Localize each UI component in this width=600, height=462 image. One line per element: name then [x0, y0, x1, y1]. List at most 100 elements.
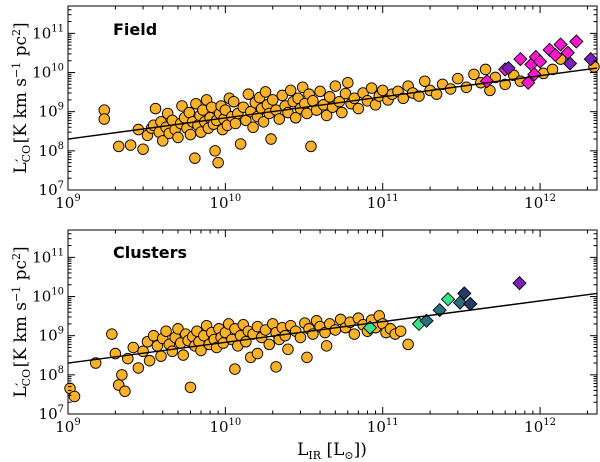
y-tick-label: 1011 [32, 247, 64, 266]
data-layer-field [67, 34, 600, 169]
data-point-circle [479, 63, 492, 76]
data-point-circle [348, 328, 361, 340]
fit-line [67, 67, 598, 140]
data-point-circle [160, 325, 172, 337]
y-axis-label-field: LCO′ [K km s−1 pc2] [10, 22, 33, 173]
data-point-circle [166, 345, 179, 358]
data-point-circle [143, 354, 156, 367]
data-point-circle [419, 75, 431, 87]
data-point-circle [119, 385, 131, 398]
y-axis-label-clusters: LCO′ [K km s−1 pc2] [10, 246, 33, 397]
plot-frame-clusters [67, 229, 598, 415]
data-point-circle [452, 72, 464, 85]
data-point-circle [212, 156, 224, 169]
data-point-circle [352, 102, 365, 115]
data-point-diamond [583, 51, 598, 67]
data-point-circle [329, 324, 342, 336]
data-point-circle [468, 68, 480, 81]
data-point-circle [460, 81, 473, 94]
data-point-circle [394, 325, 407, 337]
x-axis-label: LIR [L⊙]) [297, 440, 367, 462]
panel-title-field: Field [113, 20, 157, 39]
data-point-diamond [548, 47, 563, 63]
data-point-diamond [501, 60, 516, 76]
x-tick-label: 1011 [367, 193, 399, 212]
data-point-circle [413, 90, 425, 102]
data-point-circle [365, 82, 378, 94]
data-point-diamond [512, 275, 527, 291]
data-point-circle [106, 328, 118, 340]
data-point-circle [156, 135, 169, 147]
data-point-circle [112, 140, 125, 153]
data-point-circle [229, 363, 241, 375]
data-point-circle [294, 331, 307, 344]
x-tick-label: 1011 [367, 417, 399, 436]
data-point-circle [189, 152, 201, 164]
x-tick-label: 1010 [209, 193, 241, 212]
data-point-circle [320, 109, 333, 122]
y-tick-label: 1011 [32, 23, 64, 42]
data-point-diamond [479, 74, 495, 89]
data-point-circle [124, 139, 137, 151]
data-point-diamond [463, 296, 478, 311]
data-point-circle [402, 338, 414, 351]
panel-clusters: Clusters LCO′ [K km s−1 pc2] 109 1010 1011… [10, 229, 598, 436]
data-point-circle [177, 349, 189, 361]
data-point-circle [209, 145, 221, 157]
data-point-circle [229, 117, 242, 130]
data-point-circle [282, 343, 294, 356]
data-point-diamond [521, 75, 536, 90]
panel-title-clusters: Clusters [113, 243, 187, 262]
data-point-circle [279, 329, 291, 342]
data-point-circle [301, 351, 313, 364]
data-point-diamond [569, 34, 584, 49]
data-point-diamond [562, 56, 578, 71]
plot-frame-field [67, 5, 598, 191]
data-point-circle [284, 84, 297, 97]
data-point-circle [172, 131, 184, 144]
data-point-circle [234, 138, 247, 150]
data-point-circle [266, 94, 279, 106]
data-point-circle [270, 361, 282, 373]
fit-line [67, 292, 598, 364]
data-point-circle [98, 113, 111, 125]
y-tick-label: 109 [39, 102, 64, 121]
data-point-circle [116, 369, 128, 381]
data-point-diamond [527, 67, 542, 82]
y-tick-label: 108 [39, 365, 64, 384]
y-tick-label: 1010 [32, 63, 64, 82]
data-point-circle [499, 78, 511, 91]
data-point-circle [323, 91, 336, 103]
data-point-circle [227, 95, 240, 108]
data-point-circle [184, 381, 197, 394]
y-tick-label: 1010 [32, 287, 64, 306]
x-tick-label: 1012 [524, 417, 556, 436]
data-point-diamond [513, 51, 528, 67]
data-point-circle [336, 106, 348, 119]
data-layer-clusters [64, 275, 598, 403]
data-point-circle [251, 347, 264, 360]
data-point-circle [137, 143, 149, 155]
data-point-circle [276, 89, 289, 102]
data-point-circle [132, 362, 145, 374]
data-point-diamond [532, 54, 548, 69]
data-point-circle [68, 390, 81, 403]
data-point-circle [320, 340, 333, 352]
data-point-circle [289, 112, 302, 124]
x-tick-label: 109 [55, 417, 80, 436]
data-point-diamond [419, 313, 434, 328]
data-point-circle [242, 88, 255, 100]
y-tick-label: 109 [39, 326, 64, 345]
data-point-circle [184, 128, 197, 141]
data-point-circle [397, 92, 409, 105]
data-point-circle [149, 102, 162, 115]
x-tick-label: 109 [55, 193, 80, 212]
data-point-circle [127, 341, 140, 354]
data-point-circle [137, 345, 149, 358]
data-point-circle [155, 350, 167, 362]
data-point-circle [329, 80, 342, 92]
data-point-circle [176, 100, 188, 112]
data-point-circle [314, 85, 326, 98]
data-point-circle [430, 88, 443, 100]
data-point-circle [301, 107, 313, 120]
